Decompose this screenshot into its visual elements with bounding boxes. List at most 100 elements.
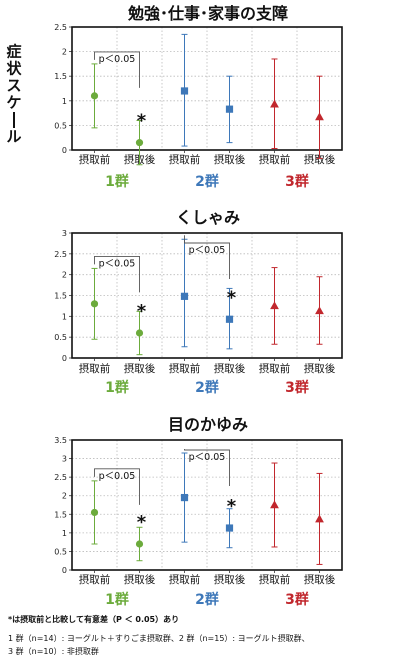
data-point-triangle xyxy=(315,112,324,121)
x-tick-label: 摂取後 xyxy=(304,362,336,375)
x-tick-label: 摂取前 xyxy=(169,573,201,586)
y-tick-label: 0 xyxy=(62,354,67,363)
group-label: 1群 xyxy=(105,379,129,396)
x-tick-label: 摂取前 xyxy=(79,153,111,166)
chart-title: くしゃみ xyxy=(176,208,240,227)
chart-title: 勉強･仕事･家事の支障 xyxy=(127,4,288,23)
data-point-circle xyxy=(135,540,144,548)
y-tick-label: 0.5 xyxy=(54,333,67,342)
significance-star: * xyxy=(137,111,147,132)
data-point-square xyxy=(225,315,234,323)
group-label: 2群 xyxy=(195,591,219,608)
significance-note: *は摂取前と比較して有意差（P ＜ 0.05）あり xyxy=(8,615,180,624)
x-tick-label: 摂取前 xyxy=(259,573,291,586)
group-legend-line-1: 1 群（n=14）: ヨーグルト＋すりごま摂取群、2 群（n=15）: ヨーグル… xyxy=(8,634,310,643)
x-tick-label: 摂取後 xyxy=(214,573,246,586)
group-label: 1群 xyxy=(105,173,129,190)
significance-bracket xyxy=(94,468,140,505)
significance-star: * xyxy=(137,301,147,322)
y-tick-label: 2 xyxy=(62,492,67,501)
y-axis-label-char: 状 xyxy=(6,60,22,78)
y-tick-label: 1 xyxy=(62,97,67,106)
data-point-circle xyxy=(90,508,99,517)
x-tick-label: 摂取後 xyxy=(124,362,156,375)
group-label: 1群 xyxy=(105,591,129,608)
y-axis-label-char: ス xyxy=(6,77,21,95)
data-point-square xyxy=(180,292,189,300)
data-point-triangle xyxy=(270,99,279,108)
significance-bracket xyxy=(184,235,230,279)
x-tick-label: 摂取後 xyxy=(214,362,246,375)
plot-frame xyxy=(71,439,343,571)
data-point-circle xyxy=(135,329,144,337)
data-point-circle xyxy=(90,92,99,100)
chart-title: 目のかゆみ xyxy=(168,415,248,434)
group-label: 3群 xyxy=(285,173,309,190)
significance-label: p＜0.05 xyxy=(99,54,136,65)
plot-frame xyxy=(71,26,343,151)
y-tick-label: 1 xyxy=(62,312,67,321)
significance-bracket xyxy=(94,255,140,293)
data-point-triangle xyxy=(270,500,279,509)
y-tick-label: 1 xyxy=(62,529,67,538)
significance-star: * xyxy=(137,512,147,533)
group-label: 3群 xyxy=(285,379,309,396)
significance-bracket xyxy=(94,51,140,88)
x-tick-label: 摂取後 xyxy=(214,153,246,166)
significance-label: p＜0.05 xyxy=(189,452,226,463)
x-tick-label: 摂取前 xyxy=(259,362,291,375)
data-point-square xyxy=(180,87,189,95)
y-tick-label: 2 xyxy=(62,48,67,57)
x-tick-label: 摂取前 xyxy=(79,573,111,586)
y-tick-label: 1.5 xyxy=(54,292,67,301)
significance-star: * xyxy=(227,287,237,308)
x-tick-label: 摂取後 xyxy=(304,573,336,586)
plot-frame xyxy=(71,232,343,359)
significance-label: p＜0.05 xyxy=(189,245,226,256)
y-tick-label: 3 xyxy=(62,229,67,238)
x-tick-label: 摂取後 xyxy=(124,573,156,586)
y-axis-label-char: 症 xyxy=(6,43,21,61)
group-label: 3群 xyxy=(285,591,309,608)
y-tick-label: 0 xyxy=(62,146,67,155)
group-label: 2群 xyxy=(195,379,219,396)
x-tick-label: 摂取前 xyxy=(79,362,111,375)
significance-star: * xyxy=(227,496,237,517)
y-tick-label: 3 xyxy=(62,455,67,464)
data-point-triangle xyxy=(315,514,324,523)
data-point-triangle xyxy=(270,301,279,310)
y-tick-label: 0.5 xyxy=(54,547,67,556)
significance-bracket xyxy=(184,449,230,486)
significance-label: p＜0.05 xyxy=(99,258,136,269)
data-point-circle xyxy=(135,139,144,147)
data-point-square xyxy=(180,493,189,502)
data-point-triangle xyxy=(315,306,324,315)
group-label: 2群 xyxy=(195,173,219,190)
data-point-square xyxy=(225,524,234,532)
y-tick-label: 3.5 xyxy=(54,436,67,445)
data-point-square xyxy=(225,105,234,113)
x-tick-label: 摂取後 xyxy=(304,153,336,166)
y-tick-label: 0 xyxy=(62,566,67,575)
x-tick-label: 摂取前 xyxy=(259,153,291,166)
y-tick-label: 0.5 xyxy=(54,121,67,130)
y-tick-label: 2.5 xyxy=(54,250,67,259)
group-legend-line-2: 3 群（n=10）: 非摂取群 xyxy=(8,647,99,656)
y-tick-label: 2.5 xyxy=(54,473,67,482)
y-axis-label-char: ル xyxy=(6,128,21,146)
y-axis-label-char: ケ xyxy=(6,94,21,112)
y-tick-label: 2.5 xyxy=(54,23,67,32)
y-tick-label: 1.5 xyxy=(54,72,67,81)
data-point-circle xyxy=(90,300,99,308)
x-tick-label: 摂取前 xyxy=(169,362,201,375)
y-tick-label: 2 xyxy=(62,271,67,280)
x-tick-label: 摂取前 xyxy=(169,153,201,166)
y-tick-label: 1.5 xyxy=(54,510,67,519)
significance-label: p＜0.05 xyxy=(99,471,136,482)
